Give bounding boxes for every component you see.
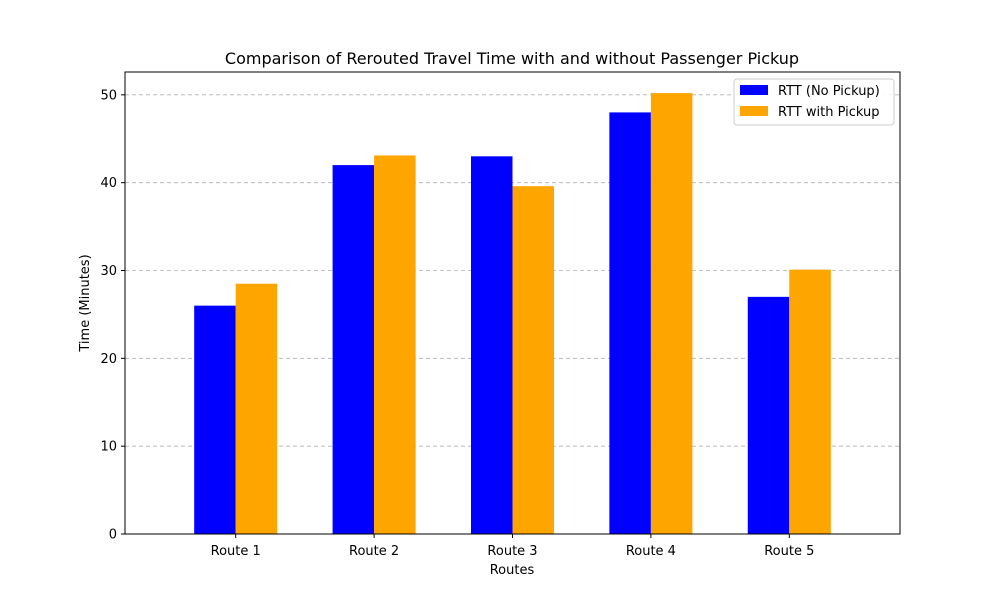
- x-tick-label: Route 4: [626, 544, 676, 559]
- x-tick-label: Route 1: [211, 544, 261, 559]
- bar-with-pickup-3: [512, 186, 555, 535]
- y-tick-label: 20: [100, 352, 117, 367]
- bar-with-pickup-5: [789, 269, 831, 534]
- bar-no-pickup-2: [332, 165, 375, 534]
- bar-no-pickup-1: [194, 305, 236, 534]
- y-tick-label: 50: [100, 88, 117, 103]
- legend-box: [733, 78, 895, 126]
- chart-title: Comparison of Rerouted Travel Time with …: [225, 49, 799, 68]
- x-axis: Route 1 Route 2 Route 3 Route 4 Route 5: [211, 534, 814, 559]
- bar-no-pickup-5: [747, 296, 790, 534]
- y-axis: 0 10 20 30 40 50: [100, 88, 125, 543]
- legend-swatch: [740, 106, 768, 116]
- bar-with-pickup-2: [374, 155, 416, 534]
- legend-label: RTT (No Pickup): [778, 84, 880, 99]
- y-tick-label: 0: [109, 528, 117, 543]
- x-tick-label: Route 3: [487, 544, 537, 559]
- y-tick-label: 30: [100, 264, 117, 279]
- legend: RTT (No Pickup) RTT with Pickup: [733, 78, 895, 126]
- y-axis-title: Time (Minutes): [78, 254, 93, 352]
- x-axis-title: Routes: [490, 563, 535, 578]
- y-tick-label: 10: [100, 440, 117, 455]
- x-tick-label: Route 5: [764, 544, 814, 559]
- bar-no-pickup-4: [609, 112, 651, 534]
- bar-with-pickup-4: [650, 93, 693, 535]
- legend-swatch: [740, 85, 768, 95]
- bars: [194, 93, 831, 535]
- y-tick-label: 40: [100, 176, 117, 191]
- x-tick-label: Route 2: [349, 544, 399, 559]
- legend-label: RTT with Pickup: [778, 105, 880, 120]
- bar-with-pickup-1: [235, 283, 278, 534]
- bar-no-pickup-3: [470, 156, 513, 534]
